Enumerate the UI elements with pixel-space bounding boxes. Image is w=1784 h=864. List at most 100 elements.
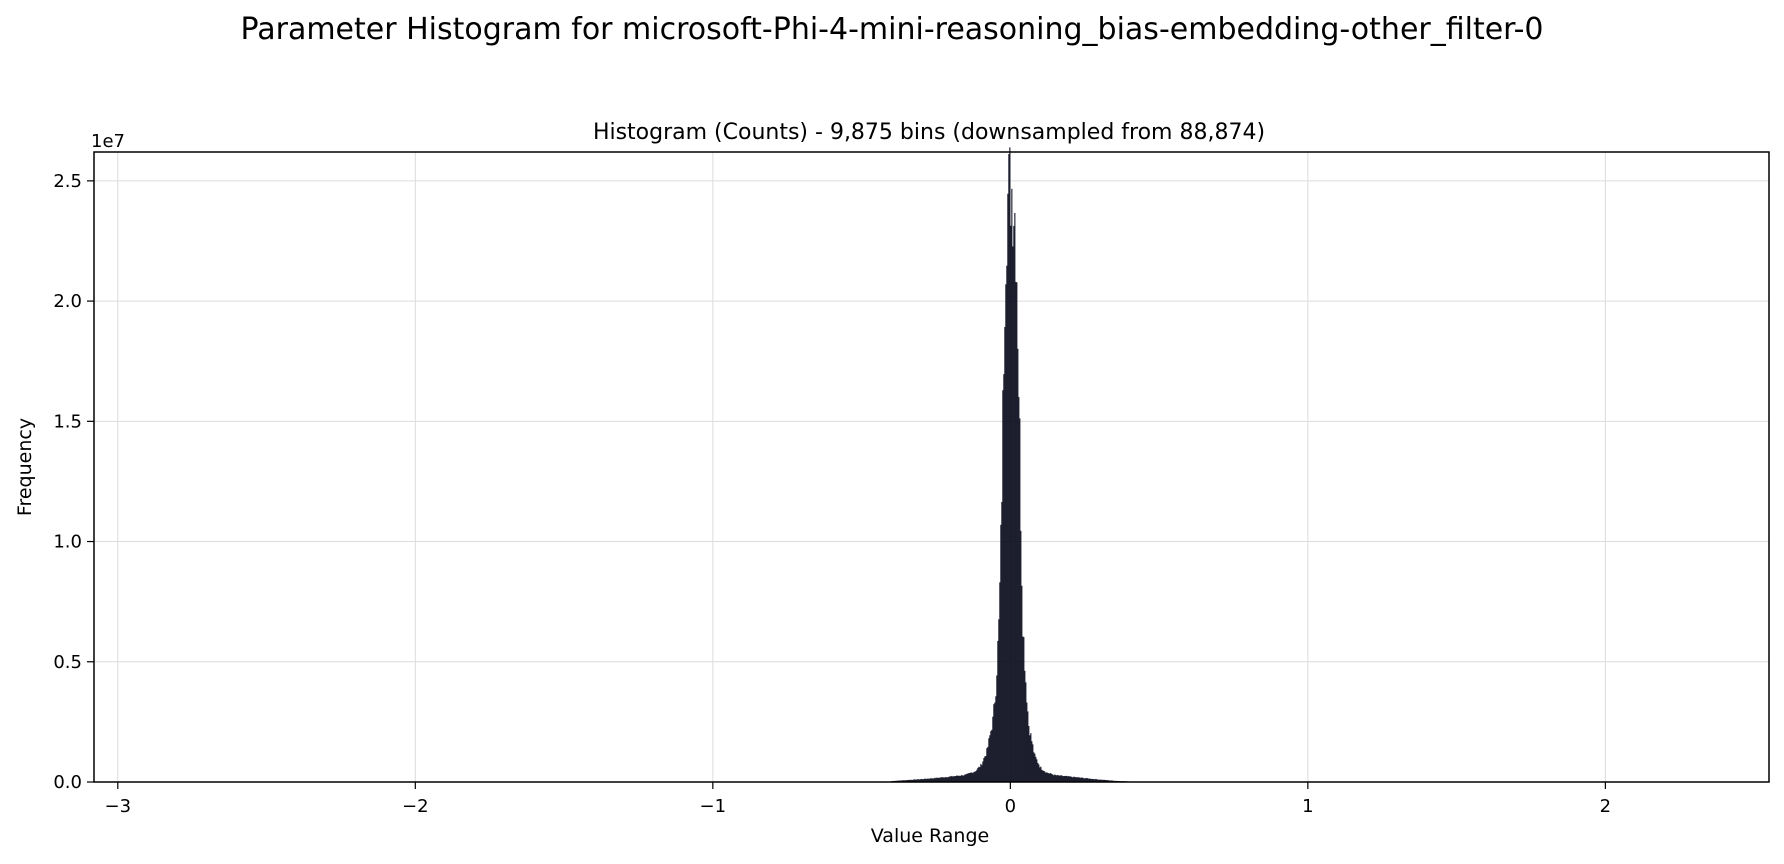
histogram-bar [981, 765, 982, 782]
histogram-bar [1001, 502, 1002, 782]
histogram-bar [1068, 776, 1069, 782]
histogram-bar [956, 775, 957, 782]
histogram-bar [1065, 776, 1066, 782]
histogram-bar [1022, 637, 1023, 782]
y-tick-label: 1.0 [53, 532, 82, 553]
histogram-bar [1025, 682, 1026, 782]
histogram-bar [1053, 775, 1054, 782]
histogram-bar [977, 768, 978, 782]
histogram-bar [968, 773, 969, 782]
histogram-bar [1050, 773, 1051, 782]
histogram-bar [1073, 777, 1074, 782]
histogram-bar [989, 735, 990, 782]
x-axis-label: Value Range [871, 825, 989, 847]
histogram-bar [1058, 775, 1059, 782]
histogram-bar [1061, 775, 1062, 782]
histogram-bar [1032, 744, 1033, 782]
histogram-bar [1004, 327, 1005, 782]
histogram-bar [1067, 776, 1068, 782]
histogram-bar [1013, 226, 1014, 782]
histogram-bar [1015, 282, 1016, 782]
histogram-bar [964, 775, 965, 782]
histogram-bar [1037, 763, 1038, 782]
histogram-bar [962, 776, 963, 782]
histogram-bar [999, 582, 1000, 782]
histogram-bar [1066, 776, 1067, 782]
histogram-bar [1040, 767, 1041, 782]
histogram-bar [1021, 586, 1022, 782]
histogram-bar [1028, 726, 1029, 782]
histogram-bar [1014, 213, 1015, 782]
histogram-bar [976, 770, 977, 782]
x-tick-label: 0 [1005, 796, 1016, 817]
histogram-bar [957, 776, 958, 782]
histogram-bar [949, 776, 950, 782]
histogram-bar [965, 774, 966, 782]
histogram-bar [979, 767, 980, 782]
histogram-bar [996, 675, 997, 782]
histogram-bar [1029, 735, 1030, 782]
grid-lines [94, 152, 1769, 782]
histogram-bar [1052, 775, 1053, 782]
histogram-bar [983, 758, 984, 782]
histogram-bar [967, 773, 968, 782]
histogram-bar [1005, 284, 1006, 782]
histogram-bar [972, 773, 973, 782]
histogram-bar [951, 776, 952, 782]
histogram-bar [1000, 525, 1001, 782]
histogram-bar [1051, 774, 1052, 782]
histogram-bar [1024, 671, 1025, 782]
x-tick-label: −3 [105, 796, 132, 817]
histogram-bar [992, 717, 993, 782]
histogram-bar [1062, 776, 1063, 782]
histogram-bar [950, 776, 951, 782]
histogram-bar [1009, 147, 1010, 782]
histogram-bar [984, 756, 985, 782]
histogram-bars [891, 147, 1130, 782]
histogram-bar [997, 641, 998, 782]
histogram-bar [1063, 776, 1064, 782]
histogram-bar [988, 738, 989, 782]
histogram-bar [1071, 777, 1072, 782]
y-axis-label: Frequency [14, 418, 36, 516]
histogram-bar [961, 775, 962, 782]
histogram-bar [1055, 775, 1056, 782]
histogram-bar [980, 764, 981, 782]
y-tick-label: 0.0 [53, 772, 82, 793]
histogram-bar [1056, 775, 1057, 782]
histogram-bar [1057, 775, 1058, 782]
histogram-bar [1033, 752, 1034, 782]
histogram-bar [985, 756, 986, 782]
y-offset-label: 1e7 [91, 131, 125, 152]
histogram-bar [1049, 773, 1050, 782]
histogram-bar [1048, 773, 1049, 782]
x-tick-label: −2 [402, 796, 429, 817]
histogram-bar [998, 619, 999, 782]
histogram-bar [1042, 770, 1043, 782]
histogram-bar [986, 748, 987, 782]
y-axis-ticks: 0.00.51.01.52.02.5 [53, 171, 94, 793]
histogram-bar [1038, 765, 1039, 782]
plot-title: Histogram (Counts) - 9,875 bins (downsam… [593, 120, 1265, 145]
histogram-bar [1012, 246, 1013, 782]
histogram-bar [1019, 418, 1020, 782]
histogram-bar [1027, 711, 1028, 782]
histogram-bar [948, 777, 949, 782]
histogram-bar [1044, 771, 1045, 782]
histogram-bar [1059, 776, 1060, 782]
histogram-bar [1008, 154, 1009, 782]
histogram-bar [975, 771, 976, 782]
histogram-bar [955, 776, 956, 782]
y-tick-label: 2.5 [53, 171, 82, 192]
histogram-bar [1036, 759, 1037, 782]
histogram-bar [1030, 733, 1031, 782]
histogram-bar [1069, 777, 1070, 782]
histogram-bar [1007, 194, 1008, 782]
histogram-bar [995, 696, 996, 782]
histogram-bar [970, 773, 971, 782]
histogram-bar [1039, 767, 1040, 782]
histogram-bar [1003, 374, 1004, 782]
